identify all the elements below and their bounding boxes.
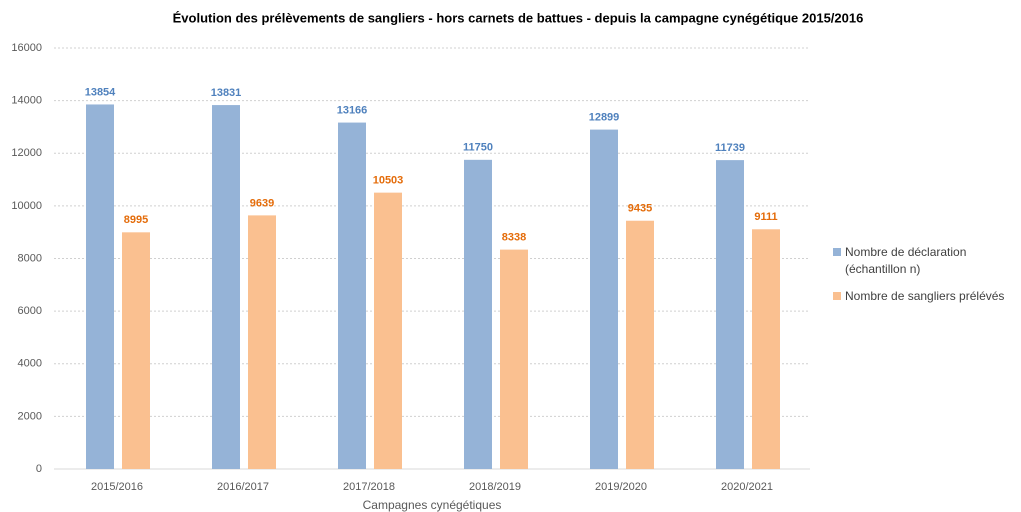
legend: Nombre de déclaration (échantillon n) Nom…	[833, 244, 1018, 315]
x-tick-label: 2015/2016	[91, 481, 143, 493]
data-label: 9111	[754, 211, 777, 223]
data-label: 10503	[373, 175, 404, 187]
legend-item: Nombre de déclaration (échantillon n)	[833, 244, 1018, 278]
y-tick-label: 4000	[18, 358, 42, 370]
data-label: 12899	[589, 112, 620, 124]
bar	[500, 249, 528, 469]
bar	[464, 159, 492, 469]
data-label: 9435	[628, 203, 652, 215]
legend-item: Nombre de sangliers prélévés	[833, 288, 1018, 305]
y-tick-label: 2000	[18, 410, 42, 422]
bar	[716, 160, 744, 470]
bar	[212, 105, 240, 470]
y-tick-label: 8000	[18, 252, 42, 264]
data-label: 13831	[211, 87, 242, 99]
data-label: 8338	[502, 232, 526, 244]
bar	[86, 104, 114, 470]
bar	[338, 122, 366, 469]
chart-title: Évolution des prélèvements de sangliers …	[173, 10, 864, 25]
data-label: 11750	[463, 142, 493, 154]
legend-swatch	[833, 248, 841, 256]
y-tick-label: 12000	[11, 147, 42, 159]
x-tick-label: 2017/2018	[343, 481, 395, 493]
data-label: 11739	[715, 142, 745, 154]
data-label: 8995	[124, 214, 148, 226]
legend-label: Nombre de sangliers prélévés	[845, 289, 1005, 303]
bar	[122, 232, 150, 469]
x-tick-label: 2018/2019	[469, 481, 521, 493]
y-tick-label: 10000	[11, 200, 42, 212]
data-label: 13166	[337, 104, 368, 116]
legend-label: Nombre de déclaration (échantillon n)	[845, 245, 967, 276]
x-tick-label: 2020/2021	[721, 481, 773, 493]
y-tick-label: 0	[36, 463, 42, 475]
x-tick-label: 2019/2020	[595, 481, 647, 493]
legend-swatch	[833, 292, 841, 300]
y-tick-label: 16000	[11, 42, 42, 54]
data-label: 13854	[85, 86, 116, 98]
y-tick-label: 14000	[11, 95, 42, 107]
x-axis-title: Campagnes cynégétiques	[363, 498, 502, 512]
data-label: 9639	[250, 197, 274, 209]
x-tick-label: 2016/2017	[217, 481, 269, 493]
bar	[248, 215, 276, 469]
bar	[590, 129, 618, 469]
bar	[752, 229, 780, 469]
bar	[374, 192, 402, 469]
bar	[626, 220, 654, 469]
y-tick-label: 6000	[18, 305, 42, 317]
